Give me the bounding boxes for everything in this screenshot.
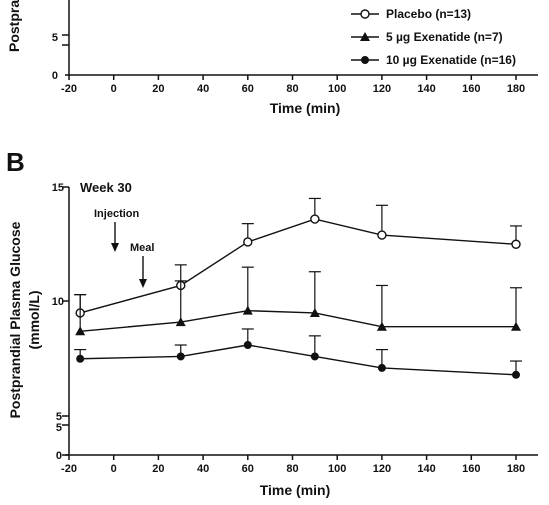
data-point: [511, 239, 521, 249]
panel-b-x-tick-label: 140: [417, 463, 435, 475]
data-point: [377, 363, 386, 372]
panel-a-x-tick-label: 0: [111, 83, 117, 95]
panel-b-y-tick-label: 10: [52, 296, 64, 308]
y-axis-title-line-2: (mmol/L): [26, 290, 42, 349]
legend: Placebo (n=13) 5 µg Exenatide (n=7) 10 µ…: [351, 7, 516, 67]
legend-item-5ug: 5 µg Exenatide (n=7): [351, 30, 503, 44]
panel-b-x-tick-label: 180: [507, 463, 525, 475]
data-point: [76, 354, 85, 363]
arrow-down-icon: [139, 279, 147, 288]
panel-b-x-ticks: -20 0 20 40 60 80 100 120 140 160 180: [61, 455, 525, 475]
series-line: [80, 344, 517, 376]
panel-a-x-tick-label: -20: [61, 83, 77, 95]
panel-a-x-tick-label: 100: [328, 83, 346, 95]
panel-a-x-tick-label: 140: [417, 83, 435, 95]
panel-a-x-tick-label: 20: [152, 83, 164, 95]
panel-a-x-tick-label: 160: [462, 83, 480, 95]
injection-annotation: Injection: [94, 208, 140, 252]
panel-b-series: [74, 197, 522, 379]
panel-b-x-tick-label: -20: [61, 463, 77, 475]
legend-marker-filled-triangle: [360, 32, 370, 41]
data-point: [511, 321, 521, 331]
panel-b-y-axis-title: Postprandial Plasma Glucose (mmol/L): [7, 221, 42, 418]
panel-b-y-tick-label: 5: [56, 422, 62, 434]
y-axis-title-line-1: Postprandial Plasma Glucose: [7, 221, 23, 418]
series-open-circle: [74, 197, 522, 318]
panel-a-x-tick-label: 40: [197, 83, 209, 95]
panel-b-x-tick-label: 20: [152, 463, 164, 475]
injection-label: Injection: [94, 208, 140, 220]
panel-b-y-tick-label: 0: [56, 450, 62, 462]
legend-marker-open-circle: [360, 9, 370, 19]
data-point: [75, 326, 86, 336]
legend-marker-filled-circle: [361, 56, 369, 64]
legend-label: 10 µg Exenatide (n=16): [386, 53, 516, 67]
panel-b: B Week 30 15 10 5 5 0 Postprandial Plasm…: [6, 147, 538, 498]
arrow-down-icon: [111, 243, 119, 252]
panel-a-partial: 5 0 Postpra -20 0 20 40 60 80 100 120 140 160 180 …: [6, 0, 538, 116]
panel-b-x-tick-label: 60: [242, 463, 254, 475]
panel-a-x-axis-title: Time (min): [270, 100, 341, 116]
data-point: [310, 214, 320, 224]
panel-a-x-tick-label: 80: [286, 83, 298, 95]
data-point: [176, 352, 185, 361]
panel-b-x-tick-label: 80: [286, 463, 298, 475]
data-point: [175, 317, 186, 327]
legend-label: Placebo (n=13): [386, 7, 471, 21]
panel-b-x-tick-label: 160: [462, 463, 480, 475]
panel-a-y-tick-label: 0: [52, 70, 58, 82]
panel-a-x-tick-label: 120: [373, 83, 391, 95]
legend-item-10ug: 10 µg Exenatide (n=16): [351, 53, 516, 67]
meal-label: Meal: [130, 242, 154, 254]
data-point: [377, 230, 387, 240]
panel-b-x-tick-label: 120: [373, 463, 391, 475]
series-line: [79, 218, 517, 314]
series-filled-circle: [74, 328, 522, 379]
data-point: [242, 305, 253, 315]
panel-b-x-tick-label: 40: [197, 463, 209, 475]
panel-a-x-tick-label: 180: [507, 83, 525, 95]
data-point: [309, 307, 320, 317]
panel-subtitle: Week 30: [80, 180, 132, 195]
data-point: [512, 370, 520, 379]
legend-item-placebo: Placebo (n=13): [351, 7, 471, 21]
data-point: [243, 237, 253, 247]
panel-a-x-ticks: -20 0 20 40 60 80 100 120 140 160 180: [61, 75, 525, 95]
legend-label: 5 µg Exenatide (n=7): [386, 30, 503, 44]
panel-b-y-tick-label: 15: [52, 182, 64, 194]
series-filled-triangle: [74, 266, 522, 336]
data-point: [376, 321, 387, 331]
panel-b-y-tick-label: 5: [56, 411, 62, 423]
panel-b-x-axis-title: Time (min): [260, 482, 331, 498]
series-line: [80, 309, 516, 332]
panel-b-x-tick-label: 100: [328, 463, 346, 475]
panel-a-y-tick-label: 5: [52, 32, 58, 44]
meal-annotation: Meal: [130, 242, 154, 288]
panel-a-x-tick-label: 60: [242, 83, 254, 95]
data-point: [310, 352, 319, 361]
panel-letter-b: B: [6, 147, 25, 177]
panel-b-x-tick-label: 0: [111, 463, 117, 475]
data-point: [243, 341, 252, 350]
panel-a-y-axis-title: Postpra: [6, 0, 22, 52]
